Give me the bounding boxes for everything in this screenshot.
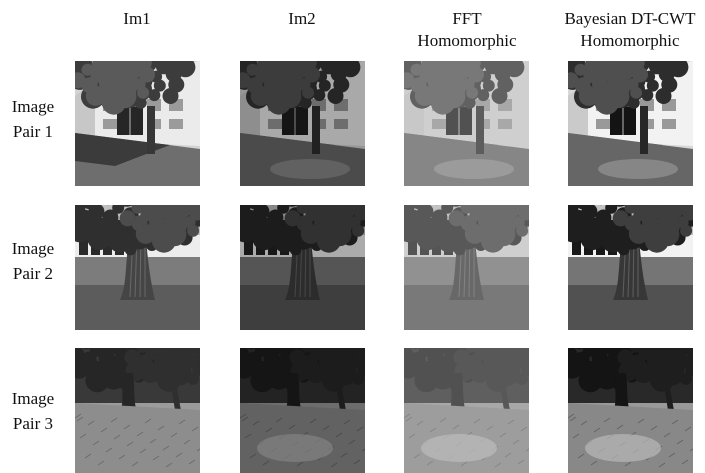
column-header-fft-homomorphic: FFT Homomorphic (387, 8, 547, 52)
row-label-line1: Image (0, 94, 66, 119)
photo-building (404, 61, 529, 186)
image-pair2-im2 (240, 205, 365, 330)
photo-building (240, 61, 365, 186)
row-label-pair-1: Image Pair 1 (0, 94, 66, 144)
row-label-line2: Pair 3 (0, 411, 66, 436)
row-label-line2: Pair 1 (0, 119, 66, 144)
photo-trunk (404, 205, 529, 330)
row-label-line1: Image (0, 386, 66, 411)
image-pair2-bayes (568, 205, 693, 330)
image-pair3-im2 (240, 348, 365, 473)
photo-forest (568, 348, 693, 473)
photo-forest (240, 348, 365, 473)
image-pair3-fft (404, 348, 529, 473)
column-header-im1: Im1 (57, 8, 217, 30)
image-pair1-im1 (75, 61, 200, 186)
image-pair3-im1 (75, 348, 200, 473)
photo-building (568, 61, 693, 186)
photo-trunk (568, 205, 693, 330)
image-pair2-fft (404, 205, 529, 330)
row-label-line1: Image (0, 236, 66, 261)
image-pair2-im1 (75, 205, 200, 330)
row-label-pair-3: Image Pair 3 (0, 386, 66, 436)
photo-trunk (240, 205, 365, 330)
photo-forest (75, 348, 200, 473)
image-pair3-bayes (568, 348, 693, 473)
image-pair1-im2 (240, 61, 365, 186)
row-label-pair-2: Image Pair 2 (0, 236, 66, 286)
column-header-im2: Im2 (222, 8, 382, 30)
row-label-line2: Pair 2 (0, 261, 66, 286)
image-pair1-fft (404, 61, 529, 186)
image-pair1-bayes (568, 61, 693, 186)
photo-trunk (75, 205, 200, 330)
column-header-bayesian-dtcwt: Bayesian DT-CWT Homomorphic (550, 8, 705, 52)
photo-forest (404, 348, 529, 473)
photo-building (75, 61, 200, 186)
